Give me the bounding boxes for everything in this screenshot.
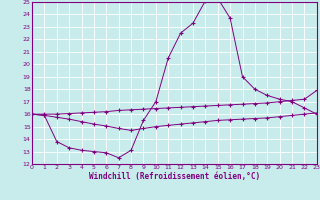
X-axis label: Windchill (Refroidissement éolien,°C): Windchill (Refroidissement éolien,°C) [89,172,260,181]
